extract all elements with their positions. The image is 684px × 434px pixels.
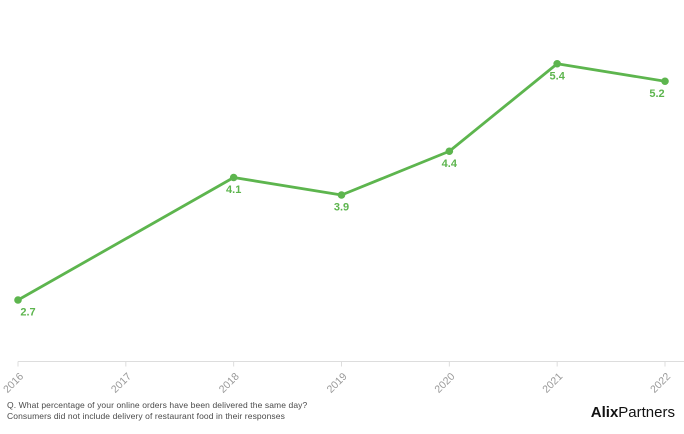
data-point-label: 2.7 [20,307,35,319]
survey-note-line1: Q. What percentage of your online orders… [7,400,308,410]
data-point [445,147,454,156]
data-point [337,191,346,199]
line-chart: 2016 2017 2018 2019 2020 2021 2022 2.7 4.1 3.9 4.4… [1,59,684,396]
x-axis-label: 2021 [540,371,565,396]
data-point-label: 4.1 [226,184,241,196]
logo-bold-part: Alix [590,404,619,421]
survey-note: Q. What percentage of your online orders… [7,400,307,422]
survey-note-line2: Consumers did not include delivery of re… [7,411,285,421]
data-point [661,77,669,86]
x-axis-label: 2020 [432,371,457,396]
footer: Q. What percentage of your online orders… [0,398,684,434]
x-axis-label: 2016 [1,371,26,396]
x-axis-label: 2022 [648,371,673,396]
data-point-label: 5.4 [550,70,566,82]
logo-regular-part: Partners [618,404,675,421]
data-line [16,62,667,302]
line-chart-svg: 2016 2017 2018 2019 2020 2021 2022 2.7 4.1 3.9 4.4… [1,59,684,396]
data-point [229,173,238,182]
data-point [553,59,561,68]
x-axis-label: 2017 [109,371,134,396]
data-point [14,296,22,304]
x-axis-label: 2018 [217,371,242,396]
data-point-label: 5.2 [649,88,664,100]
data-point-label: 4.4 [442,158,458,170]
alixpartners-logo: AlixPartners [591,404,675,422]
data-point-label: 3.9 [334,202,349,214]
x-axis-label: 2019 [325,371,350,396]
